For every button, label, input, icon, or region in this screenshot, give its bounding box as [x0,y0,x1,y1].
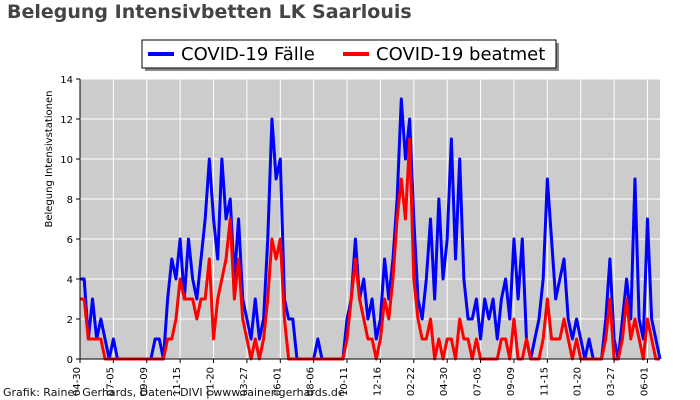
x-tick-label: 09-09 [506,367,517,396]
x-tick-label: 07-05 [105,367,116,396]
x-tick-label: 01-20 [573,367,584,396]
x-tick-label: 04-30 [72,367,83,396]
y-axis-label: Belegung Intensivstationen [44,90,55,227]
x-tick-label: 07-05 [473,367,484,396]
x-tick-label: 06-01 [639,367,650,396]
x-tick-label: 01-20 [206,367,217,396]
chart-title: Belegung Intensivbetten LK Saarlouis [7,1,412,23]
x-tick-label: 08-06 [306,367,317,396]
x-tick-label: 03-27 [239,367,250,396]
y-tick-label: 0 [67,355,73,366]
y-tick-label: 14 [60,75,73,86]
y-tick-label: 4 [67,275,73,286]
axes: 0 2 4 6 8 10 12 14 04-30 07-05 09-09 11-15 01-20 03-2… [60,75,660,396]
x-tick-label: 11-15 [539,367,550,396]
data-source-credit: Grafik: Rainer Gerhards, Daten: DIVI | w… [3,386,345,399]
series-line-cases [80,97,662,361]
y-tick-label: 10 [60,155,73,166]
x-tick-label: 06-01 [272,367,283,396]
legend-label-ventilated: COVID-19 beatmet [376,44,545,65]
x-tick-label: 02-22 [406,367,417,396]
series-line-ventilated [80,137,660,361]
y-tick-label: 6 [67,235,73,246]
x-tick-label: 10-11 [339,367,350,396]
series-lines [80,97,662,361]
x-tick-label: 09-09 [139,367,150,396]
x-tick-label: 04-30 [439,367,450,396]
y-tick-label: 12 [60,115,73,126]
legend: COVID-19 Fälle COVID-19 beatmet [141,39,559,71]
x-tick-label: 12-16 [372,367,383,396]
x-tick-label: 11-15 [172,367,183,396]
legend-label-cases: COVID-19 Fälle [181,44,315,65]
y-tick-label: 8 [67,195,73,206]
x-tick-label: 03-27 [606,367,617,396]
y-tick-label: 2 [67,315,73,326]
